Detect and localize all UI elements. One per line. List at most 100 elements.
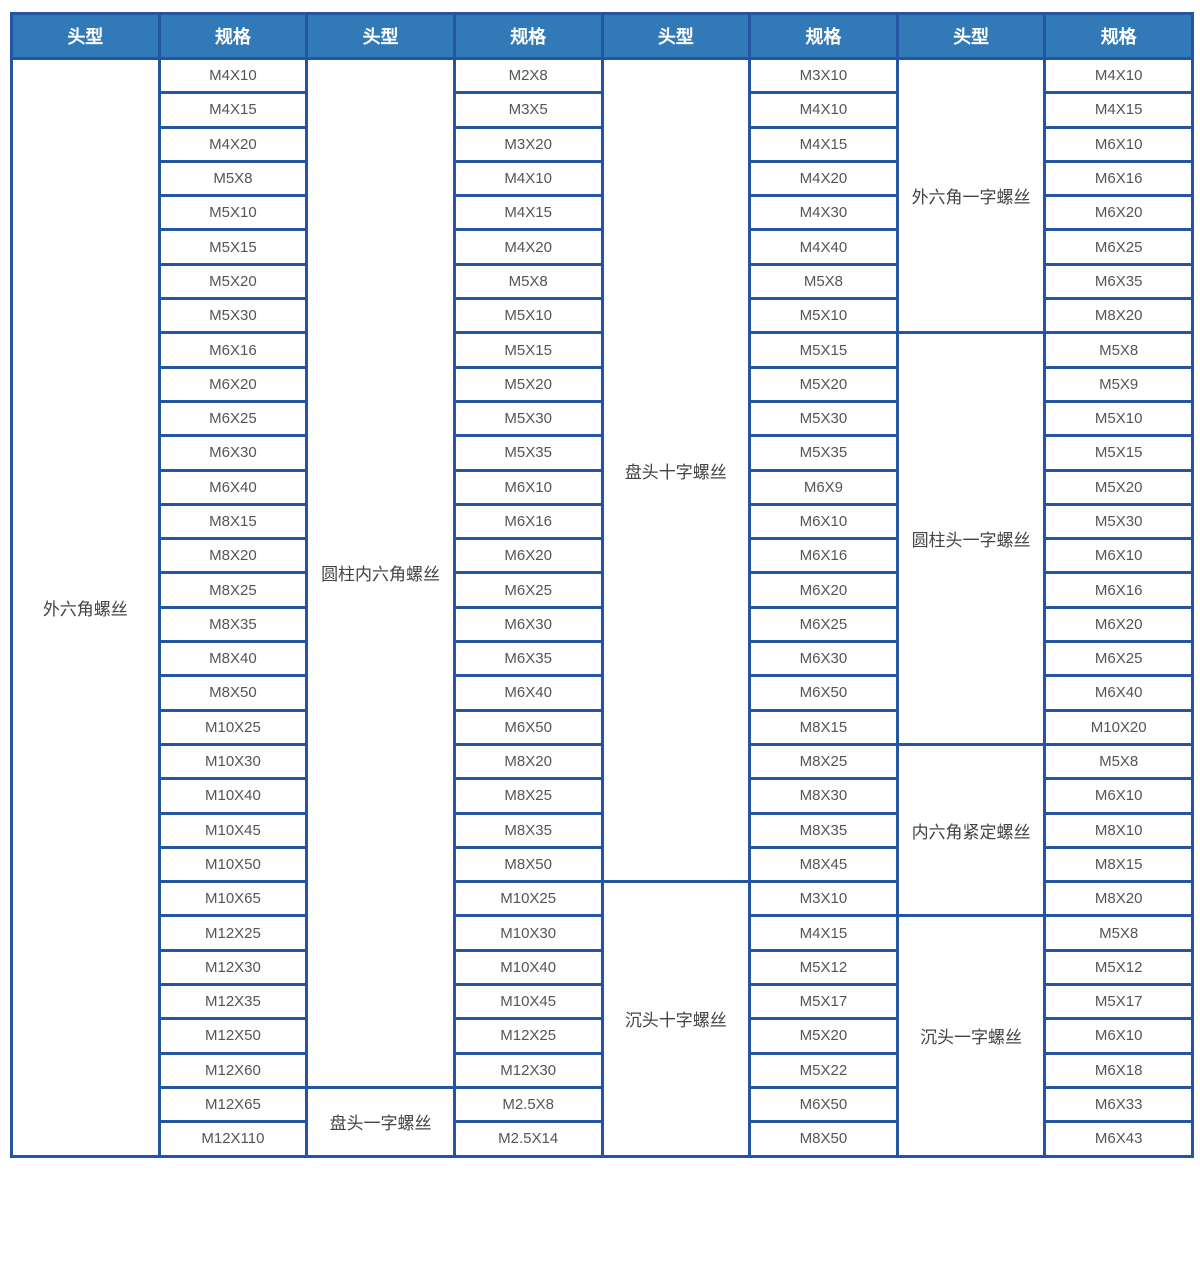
header-spec: 规格 <box>157 12 309 60</box>
spec-cell: M5X12 <box>748 948 899 987</box>
spec-cell: M8X15 <box>748 708 899 746</box>
spec-cell: M6X16 <box>452 502 604 541</box>
spec-cell: M6X35 <box>1043 262 1194 301</box>
spec-cell: M10X40 <box>452 948 604 987</box>
spec-cell: M8X35 <box>452 811 604 849</box>
spec-cell: M4X10 <box>1043 56 1194 95</box>
table-row: M5X10 M4X15 M4X30 M6X20 <box>12 194 1194 232</box>
spec-cell: M6X18 <box>1043 1051 1194 1089</box>
spec-cell: M6X40 <box>1043 674 1194 712</box>
spec-cell: M6X16 <box>748 537 899 575</box>
spec-cell: M10X20 <box>1043 708 1194 746</box>
spec-cell: M6X20 <box>157 365 309 403</box>
head-type-cell: 盘头十字螺丝 <box>600 56 752 884</box>
header-spec: 规格 <box>748 12 899 60</box>
head-type-cell: 内六角紧定螺丝 <box>895 742 1047 918</box>
spec-cell: M4X15 <box>1043 91 1194 129</box>
spec-cell: M10X50 <box>157 845 309 884</box>
spec-cell: M6X16 <box>157 331 309 369</box>
spec-cell: M5X8 <box>1043 742 1194 781</box>
spec-cell: M6X20 <box>748 571 899 609</box>
table-row: M12X65 盘头一字螺丝 M2.5X8 M6X50 M6X33 <box>12 1085 1194 1158</box>
table-row: M10X30 M8X20 M8X25 内六角紧定螺丝 M5X8 <box>12 742 1194 918</box>
spec-cell: M5X30 <box>1043 502 1194 541</box>
head-type-cell: 圆柱内六角螺丝 <box>305 57 456 1089</box>
head-type-cell: 外六角一字螺丝 <box>895 56 1047 335</box>
spec-cell: M12X25 <box>452 1017 604 1055</box>
table-row: M12X50 M12X25 M5X20 M6X10 <box>12 1017 1194 1055</box>
spec-cell: M6X35 <box>452 640 604 678</box>
spec-cell: M5X20 <box>452 365 604 403</box>
spec-cell: M12X65 <box>157 1085 309 1124</box>
spec-cell: M3X5 <box>452 91 604 129</box>
spec-cell: M6X33 <box>1043 1085 1194 1124</box>
spec-cell: M8X35 <box>157 605 309 644</box>
spec-cell: M8X20 <box>452 742 604 781</box>
spec-cell: M6X50 <box>748 1085 899 1124</box>
spec-cell: M3X20 <box>452 125 604 163</box>
table-row: M6X30 M5X35 M5X35 M5X15 <box>12 434 1194 472</box>
table-row: M4X20 M3X20 M4X15 M6X10 <box>12 125 1194 163</box>
spec-cell: M10X45 <box>452 983 604 1021</box>
spec-cell: M6X20 <box>452 537 604 575</box>
spec-cell: M8X10 <box>1043 811 1194 849</box>
spec-cell: M2.5X14 <box>452 1120 604 1158</box>
spec-cell: M2X8 <box>452 56 604 95</box>
spec-cell: M5X15 <box>157 228 309 266</box>
spec-cell: M6X30 <box>748 640 899 678</box>
table-row: M8X40 M6X35 M6X30 M6X25 <box>12 640 1194 678</box>
spec-cell: M8X50 <box>157 674 309 712</box>
spec-cell: M8X25 <box>748 742 899 781</box>
spec-cell: M8X20 <box>1043 297 1194 335</box>
spec-cell: M10X30 <box>452 914 604 952</box>
table-row: M12X30 M10X40 M5X12 M5X12 <box>12 948 1194 987</box>
table-row: M5X15 M4X20 M4X40 M6X25 <box>12 228 1194 266</box>
spec-cell: M10X45 <box>157 811 309 849</box>
spec-cell: M5X8 <box>1043 914 1194 952</box>
header-head-type: 头型 <box>305 12 456 60</box>
spec-cell: M5X8 <box>157 159 309 198</box>
spec-cell: M6X30 <box>157 434 309 472</box>
spec-cell: M6X25 <box>157 399 309 438</box>
spec-cell: M5X8 <box>452 262 604 301</box>
spec-cell: M4X15 <box>748 125 899 163</box>
spec-cell: M6X25 <box>452 571 604 609</box>
spec-cell: M5X30 <box>748 399 899 438</box>
table-row: M5X20 M5X8 M5X8 M6X35 <box>12 262 1194 301</box>
spec-cell: M6X10 <box>452 468 604 506</box>
spec-cell: M4X15 <box>748 914 899 952</box>
spec-cell: M8X30 <box>748 777 899 815</box>
spec-cell: M6X25 <box>1043 228 1194 266</box>
spec-cell: M4X15 <box>452 194 604 232</box>
spec-cell: M6X16 <box>1043 159 1194 198</box>
table-row: M6X16 M5X15 M5X15 圆柱头一字螺丝 M5X8 <box>12 331 1194 746</box>
spec-cell: M5X10 <box>748 297 899 335</box>
header-head-type: 头型 <box>600 12 752 60</box>
spec-cell: M4X40 <box>748 228 899 266</box>
spec-cell: M6X9 <box>748 468 899 506</box>
spec-cell: M5X8 <box>1043 331 1194 369</box>
spec-cell: M5X15 <box>452 331 604 369</box>
spec-cell: M6X40 <box>157 468 309 506</box>
header-head-type: 头型 <box>895 12 1047 60</box>
table-row: M8X20 M6X20 M6X16 M6X10 <box>12 537 1194 575</box>
spec-cell: M3X10 <box>748 56 899 95</box>
spec-cell: M8X15 <box>157 502 309 541</box>
table-row: M8X35 M6X30 M6X25 M6X20 <box>12 605 1194 644</box>
table-row: M12X60 M12X30 M5X22 M6X18 <box>12 1051 1194 1089</box>
head-type-cell: 外六角螺丝 <box>10 57 161 1158</box>
head-type-cell: 圆柱头一字螺丝 <box>895 331 1047 746</box>
spec-cell: M4X30 <box>748 194 899 232</box>
spec-cell: M4X15 <box>157 91 309 129</box>
table-row: M6X25 M5X30 M5X30 M5X10 <box>12 399 1194 438</box>
spec-cell: M8X35 <box>748 811 899 849</box>
spec-cell: M10X25 <box>157 708 309 746</box>
spec-cell: M5X17 <box>1043 983 1194 1021</box>
spec-cell: M8X50 <box>452 845 604 884</box>
spec-cell: M4X10 <box>452 159 604 198</box>
spec-cell: M12X35 <box>157 983 309 1021</box>
spec-cell: M5X20 <box>1043 468 1194 506</box>
spec-cell: M8X25 <box>452 777 604 815</box>
spec-cell: M12X25 <box>157 914 309 952</box>
header-spec: 规格 <box>452 12 604 60</box>
